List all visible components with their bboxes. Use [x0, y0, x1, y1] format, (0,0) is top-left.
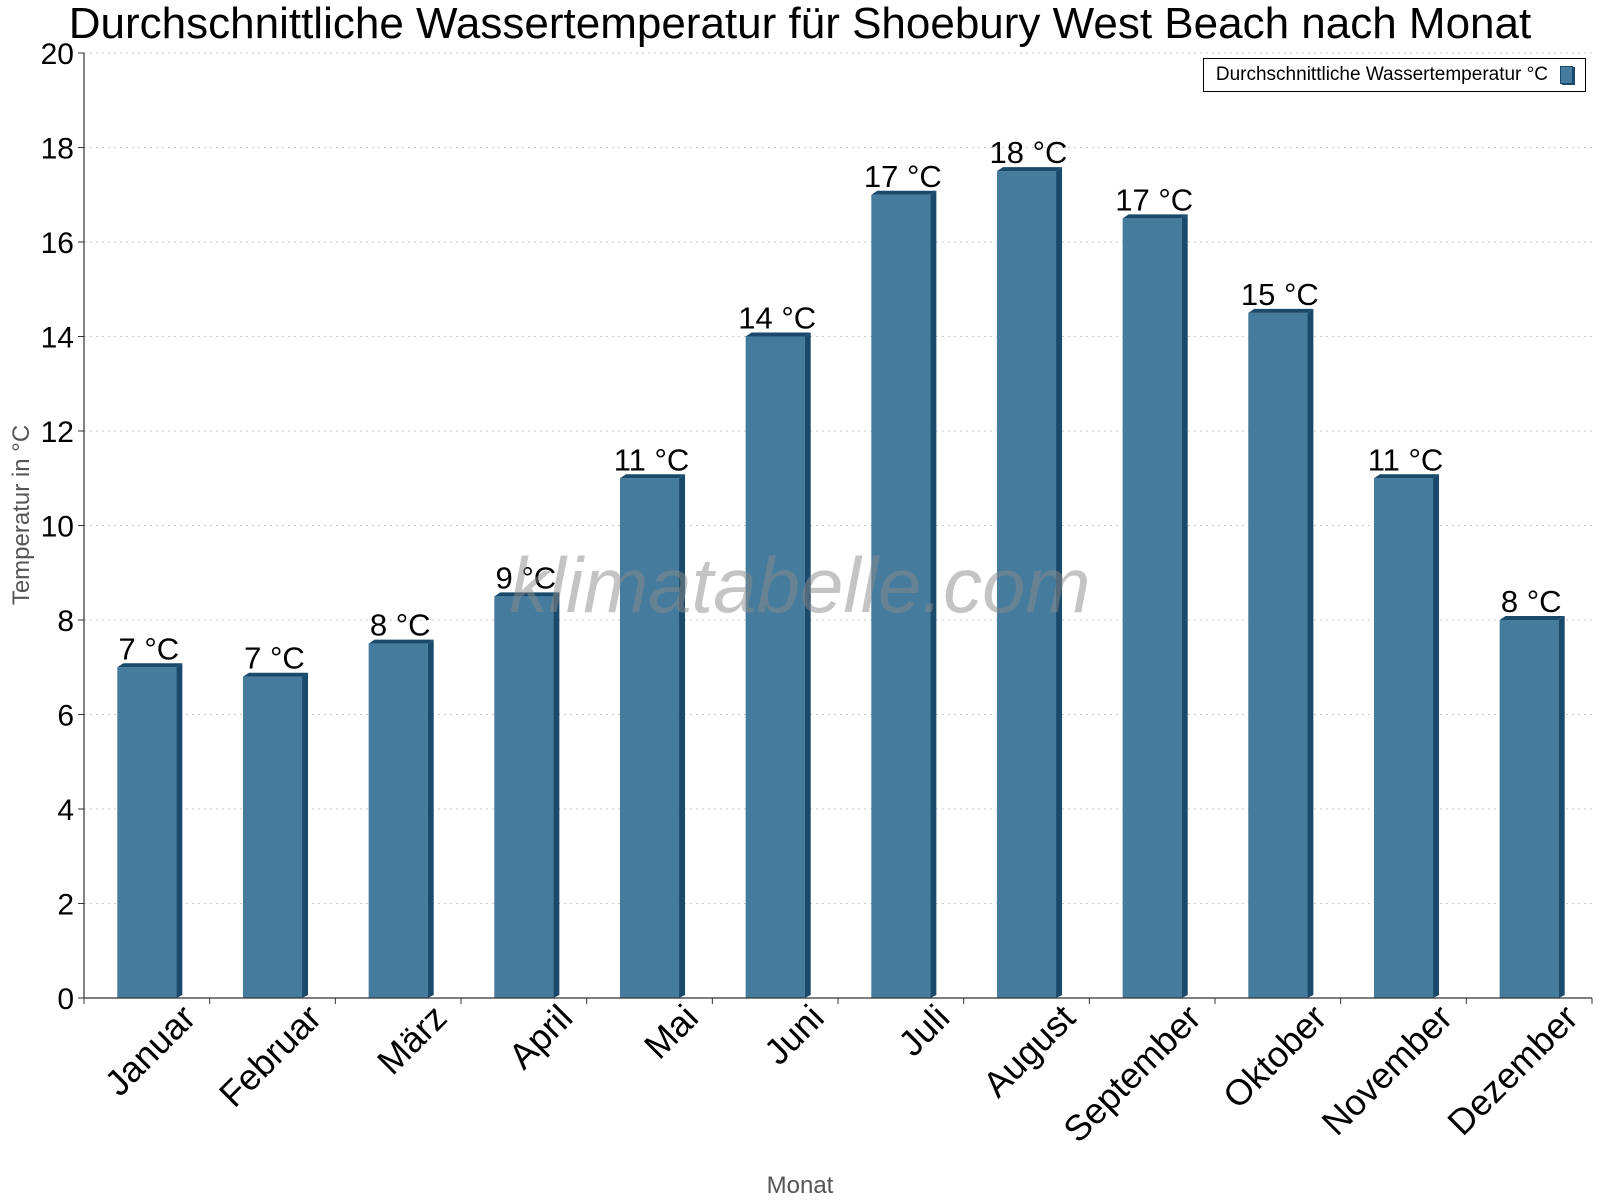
bar-face: [242, 676, 303, 998]
bar-top: [996, 167, 1063, 172]
bar: [1248, 308, 1314, 998]
bar: [117, 663, 183, 998]
data-label: 7 °C: [119, 631, 180, 666]
bar: [1499, 616, 1565, 998]
x-tick-label: Juni: [756, 997, 832, 1073]
bar-top: [1122, 214, 1188, 219]
grid-lines: [84, 52, 1592, 904]
bar-side: [1433, 474, 1440, 998]
data-label: 18 °C: [990, 135, 1068, 170]
data-label: 8 °C: [1501, 584, 1562, 619]
x-tick-label: Januar: [96, 997, 203, 1104]
bar-face: [1122, 218, 1182, 998]
bar-side: [930, 190, 937, 998]
x-axis-label: Monat: [766, 1172, 834, 1199]
bar-top: [1248, 308, 1314, 313]
data-label: 11 °C: [1368, 442, 1444, 477]
y-tick-label: 2: [57, 889, 74, 922]
bar-top: [117, 663, 183, 668]
y-tick-label: 14: [41, 322, 74, 355]
bar-side: [176, 663, 183, 998]
bar-face: [996, 171, 1057, 998]
bar: [494, 592, 560, 998]
bar-side: [1056, 167, 1063, 998]
bar-top: [745, 332, 811, 337]
x-tick-label: November: [1314, 997, 1460, 1143]
bar: [871, 190, 937, 998]
bar-face: [368, 643, 428, 998]
data-label: 17 °C: [1115, 182, 1193, 217]
y-tick-label: 10: [41, 511, 74, 544]
x-tick-label: Dezember: [1439, 997, 1585, 1143]
bar-face: [1248, 312, 1308, 998]
x-tick-label: Juli: [890, 997, 957, 1064]
y-tick-label: 16: [41, 227, 74, 260]
bar: [1122, 214, 1188, 998]
bar: [619, 474, 686, 998]
y-tick-label: 6: [57, 700, 74, 733]
legend-label: Durchschnittliche Wassertemperatur °C: [1215, 64, 1548, 85]
bar: [1373, 474, 1440, 998]
data-label: 15 °C: [1241, 277, 1319, 312]
bar-side: [1181, 214, 1188, 998]
bar: [745, 332, 811, 998]
legend: Durchschnittliche Wassertemperatur °C: [1202, 58, 1586, 92]
y-tick-label: 4: [57, 794, 74, 827]
y-tick-label: 12: [41, 416, 74, 449]
data-label: 9 °C: [496, 560, 557, 595]
bar-side: [679, 474, 686, 998]
x-tick-label: April: [500, 997, 580, 1077]
y-tick-label: 20: [41, 38, 74, 71]
y-axis-label: Temperatur in °C: [8, 424, 35, 606]
bar-side: [553, 592, 560, 998]
bar-face: [745, 336, 805, 998]
bar-top: [871, 190, 937, 195]
x-tick-label: August: [975, 997, 1083, 1105]
bar-face: [117, 667, 177, 998]
data-label: 14 °C: [738, 301, 816, 336]
bar-top: [619, 474, 686, 479]
y-tick-labels: 0 2 4 6 8 10 12 14 16 18 20: [41, 38, 74, 1016]
data-label: 11 °C: [614, 442, 690, 477]
y-tick-label: 18: [41, 133, 74, 166]
x-tick-label: Februar: [211, 997, 329, 1115]
bar-side: [427, 639, 434, 998]
y-tick-label: 8: [57, 605, 74, 638]
data-label: 7 °C: [244, 641, 305, 676]
bar-side: [302, 672, 309, 998]
axes: [78, 52, 1593, 1004]
bar-face: [1373, 478, 1434, 998]
bar-top: [1373, 474, 1440, 479]
bar-face: [1499, 620, 1559, 998]
y-tick-label: 0: [57, 983, 74, 1016]
x-tick-label: Oktober: [1215, 997, 1335, 1117]
chart-title: Durchschnittliche Wassertemperatur für S…: [68, 0, 1532, 48]
x-tick-label: Mai: [636, 997, 706, 1067]
bar-top: [494, 592, 560, 597]
bar: [242, 672, 309, 998]
x-tick-labels: Januar Februar März April Mai Juni Juli AugustS…: [96, 997, 1585, 1151]
bar-side: [804, 332, 811, 998]
bar-face: [619, 478, 680, 998]
data-labels: 7 °C 7 °C 8 °C 9 °C 11 °C 14 °C 17 °C 18 °C 17 °…: [119, 135, 1562, 676]
x-tick-label: März: [369, 997, 455, 1083]
bar-side: [1307, 308, 1314, 998]
bar-top: [368, 639, 434, 644]
bar: [996, 167, 1063, 998]
watermark: klimatabelle.com: [510, 541, 1091, 629]
bar-face: [494, 596, 554, 998]
legend-swatch: [1560, 66, 1573, 84]
data-label: 17 °C: [864, 159, 942, 194]
x-tick-label: September: [1055, 997, 1209, 1151]
data-label: 8 °C: [370, 608, 431, 643]
bar: [368, 639, 434, 998]
bar-side: [1558, 616, 1565, 998]
bar-top: [1499, 616, 1565, 620]
bar-face: [871, 194, 931, 998]
bar-top: [242, 672, 309, 677]
bars: [117, 167, 1565, 998]
